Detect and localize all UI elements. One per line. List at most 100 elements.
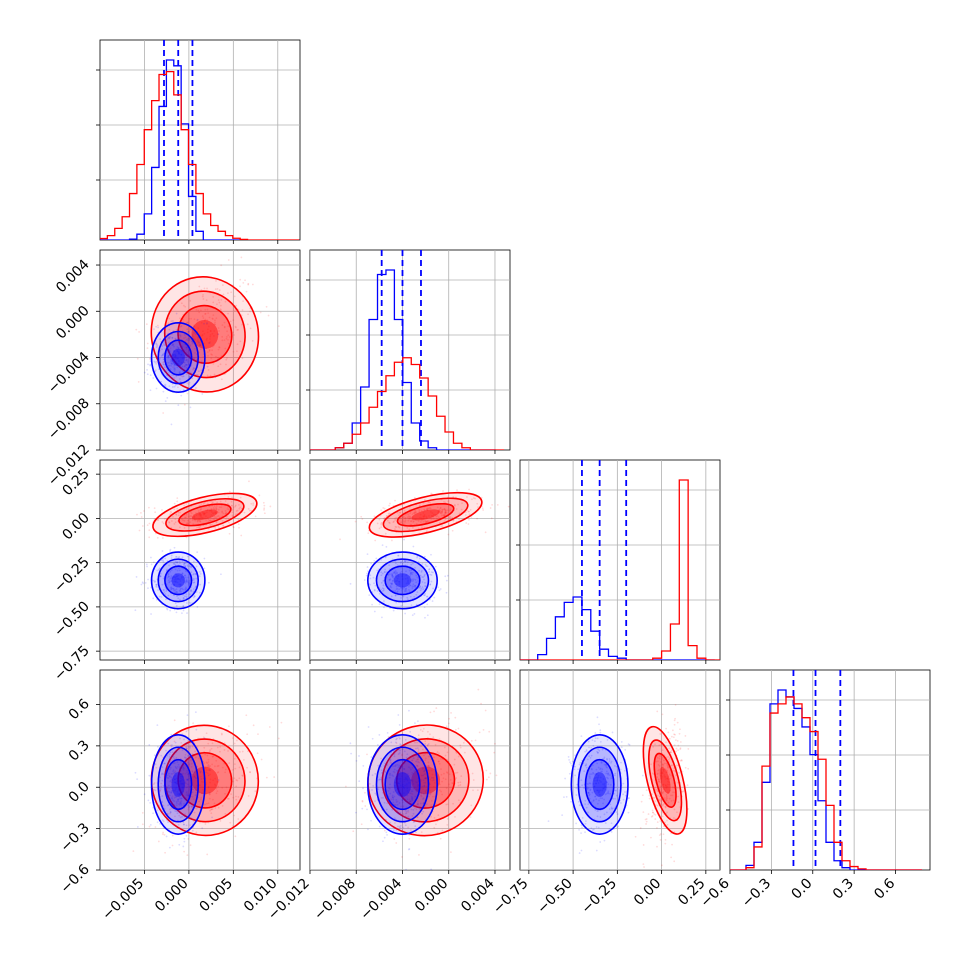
x-tick-label: 0.005 — [196, 876, 236, 916]
scatter-point — [209, 342, 211, 344]
scatter-point — [150, 613, 152, 615]
scatter-point — [147, 587, 149, 589]
y-tick-label: 0.3 — [66, 737, 93, 764]
scatter-point — [206, 854, 208, 856]
scatter-point — [403, 539, 405, 541]
scatter-point — [455, 729, 457, 731]
scatter-point — [268, 315, 270, 317]
scatter-point — [149, 802, 151, 804]
scatter-point — [171, 424, 173, 426]
scatter-point — [148, 536, 150, 538]
scatter-point — [433, 597, 435, 599]
scatter-point — [205, 771, 207, 773]
scatter-point — [240, 257, 242, 259]
scatter-point — [137, 358, 139, 360]
scatter-point — [372, 738, 374, 740]
scatter-point — [193, 326, 195, 328]
scatter-point — [192, 830, 194, 832]
scatter-point — [382, 507, 384, 509]
scatter-point — [180, 395, 182, 397]
scatter-point — [232, 526, 234, 528]
scatter-point — [377, 744, 379, 746]
scatter-point — [621, 746, 623, 748]
scatter-point — [208, 786, 210, 788]
scatter-point — [147, 347, 149, 349]
y-tick-label: 0.6 — [66, 696, 93, 723]
scatter-point — [485, 710, 487, 712]
scatter-point — [350, 753, 352, 755]
scatter-point — [468, 523, 470, 525]
scatter-point — [661, 864, 663, 866]
scatter-point — [172, 845, 174, 847]
scatter-point — [458, 728, 460, 730]
scatter-point — [197, 319, 199, 321]
scatter-point — [154, 754, 156, 756]
scatter-point — [379, 826, 381, 828]
scatter-point — [136, 514, 138, 516]
scatter-point — [561, 814, 563, 816]
scatter-point — [680, 747, 682, 749]
scatter-point — [581, 827, 583, 829]
scatter-point — [654, 818, 656, 820]
scatter-point — [483, 729, 485, 731]
scatter-point — [169, 847, 171, 849]
y-tick-label: −0.25 — [51, 554, 93, 596]
scatter-point — [621, 741, 623, 743]
scatter-point — [677, 722, 679, 724]
scatter-point — [252, 284, 254, 286]
scatter-point — [142, 581, 144, 583]
scatter-point — [599, 841, 601, 843]
scatter-point — [177, 404, 179, 406]
scatter-point — [245, 714, 247, 716]
scatter-point — [142, 823, 144, 825]
scatter-point — [238, 527, 240, 529]
scatter-point — [204, 567, 206, 569]
x-tick-label: −0.005 — [99, 876, 147, 924]
scatter-point — [201, 827, 203, 829]
scatter-point — [652, 809, 654, 811]
scatter-point — [170, 320, 172, 322]
scatter-point — [384, 830, 386, 832]
scatter-point — [428, 743, 430, 745]
scatter-point — [148, 507, 150, 509]
y-tick-label: 0.0 — [66, 779, 93, 806]
scatter-point — [208, 582, 210, 584]
scatter-point — [497, 504, 499, 506]
scatter-point — [394, 500, 396, 502]
scatter-point — [242, 282, 244, 284]
scatter-point — [152, 597, 154, 599]
scatter-point — [186, 612, 188, 614]
scatter-point — [147, 524, 149, 526]
scatter-point — [468, 519, 470, 521]
scatter-point — [687, 768, 689, 770]
scatter-point — [172, 320, 174, 322]
scatter-point — [493, 752, 495, 754]
scatter-point — [646, 789, 648, 791]
scatter-point — [148, 529, 150, 531]
scatter-point — [491, 504, 493, 506]
scatter-point — [570, 801, 572, 803]
scatter-point — [165, 400, 167, 402]
scatter-point — [217, 333, 219, 335]
scatter-point — [494, 743, 496, 745]
scatter-point — [442, 490, 444, 492]
scatter-point — [218, 779, 220, 781]
scatter-point — [157, 537, 159, 539]
scatter-point — [584, 831, 586, 833]
scatter-point — [174, 547, 176, 549]
scatter-point — [152, 377, 154, 379]
scatter-point — [349, 742, 351, 744]
scatter-point — [650, 837, 652, 839]
scatter-point — [687, 748, 689, 750]
scatter-point — [145, 582, 147, 584]
scatter-point — [174, 503, 176, 505]
scatter-point — [263, 502, 265, 504]
scatter-point — [374, 540, 376, 542]
scatter-point — [239, 285, 241, 287]
scatter-panel-3-1 — [310, 670, 510, 874]
scatter-point — [143, 510, 145, 512]
scatter-point — [599, 729, 601, 731]
scatter-point — [246, 291, 248, 293]
scatter-point — [187, 838, 189, 840]
scatter-point — [150, 824, 152, 826]
